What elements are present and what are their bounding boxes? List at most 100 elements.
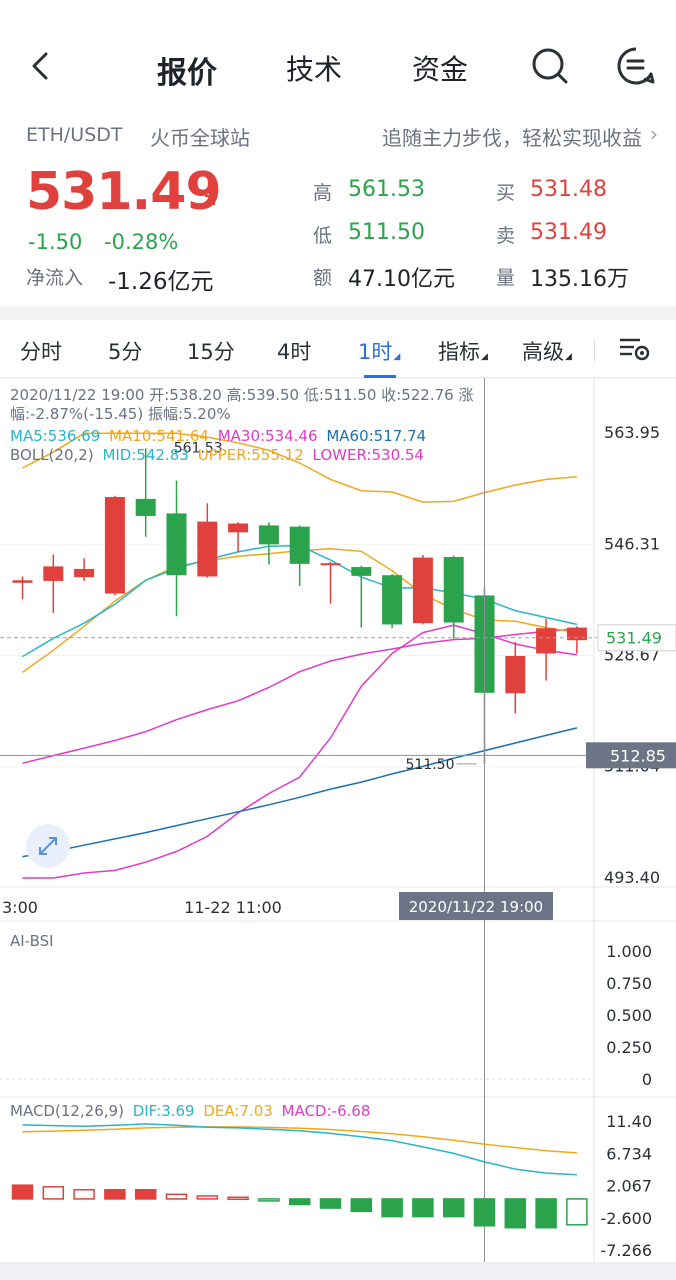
macd-histogram-bar (196, 1195, 219, 1200)
ai-bsi-axis-label: 0.250 (606, 1038, 652, 1057)
price-axis-label: 493.40 (604, 868, 660, 887)
boll-lower-label: LOWER:530.54 (312, 446, 424, 464)
time-axis-label: 3:00 (2, 898, 38, 917)
candle-up (12, 580, 33, 583)
search-icon[interactable] (530, 46, 570, 86)
netflow-value: -1.26亿元 (108, 269, 214, 295)
amount-value: 47.10亿元 (348, 267, 455, 292)
price-axis-label: 546.31 (604, 534, 660, 553)
ma60-line (22, 727, 578, 858)
menu-list-icon[interactable] (616, 46, 656, 86)
crosshair-time-tag (399, 892, 553, 920)
pair-symbol: ETH/USDT (26, 124, 123, 146)
ma5-label: MA5:536.69 (10, 427, 101, 445)
dif-label: DIF:3.69 (132, 1102, 195, 1120)
last-price: 531.49 (26, 162, 222, 222)
candle-up (320, 563, 341, 566)
min-price-label: 511.50 (406, 757, 455, 773)
candle-down (443, 556, 464, 623)
volume-label: 量 (496, 267, 516, 289)
candle-up (197, 521, 218, 577)
dea-line (22, 1126, 577, 1154)
candle-down (258, 525, 279, 545)
change-abs: -1.50 (28, 230, 83, 254)
tab-funds[interactable]: 资金 (412, 53, 469, 86)
ai-bsi-label: AI-BSI (10, 932, 54, 950)
tab-technical[interactable]: 技术 (286, 53, 343, 86)
candle-up (104, 497, 125, 594)
dropdown-triangle-icon: ◢ (481, 352, 488, 362)
macd-histogram-bar (165, 1193, 188, 1200)
macd-title: MACD(12,26,9) (10, 1102, 124, 1120)
buy-label: 买 (496, 182, 516, 204)
section-divider (0, 306, 676, 320)
boll-mid-label: MID:542.83 (102, 446, 189, 464)
back-arrow-icon[interactable] (24, 46, 60, 86)
promo-link[interactable]: 追随主力步伐，轻松实现收益 (382, 126, 642, 150)
indicator-menu[interactable]: 指标◢ (438, 336, 488, 366)
dea-label: DEA:7.03 (203, 1102, 273, 1120)
boll-label: BOLL(20,2) (10, 446, 94, 464)
ai-bsi-axis-label: 0.500 (606, 1006, 652, 1025)
boll-upper-label: UPPER:555.12 (197, 446, 304, 464)
interval-1h[interactable]: 1时◢ (358, 336, 400, 366)
crosshair-price-text: 512.85 (610, 746, 666, 765)
netflow-label: 净流入 (26, 267, 84, 289)
ai-bsi-axis-label: 0 (642, 1070, 652, 1089)
ohlc-info: 2020/11/22 19:00 开:538.20 高:539.50 低:511… (10, 386, 474, 423)
sell-label: 卖 (496, 225, 516, 247)
exchange-name: 火币全球站 (150, 126, 250, 150)
chart-settings-icon[interactable] (618, 336, 652, 362)
interval-1h-label: 1时 (358, 340, 393, 364)
macd-histogram-bar (566, 1198, 588, 1226)
macd-histogram-bar (473, 1198, 496, 1227)
macd-axis-label: 2.067 (606, 1177, 652, 1196)
high-value: 561.53 (348, 177, 425, 202)
interval-timeshare[interactable]: 分时 (20, 340, 62, 364)
macd-histogram-bar (381, 1198, 403, 1218)
interval-4h[interactable]: 4时 (277, 340, 312, 364)
ma10-label: MA10:541.64 (109, 427, 209, 445)
candle-up (505, 655, 526, 694)
candle-down (351, 567, 372, 576)
macd-histogram-bar (11, 1184, 34, 1200)
macd-histogram-bar (350, 1198, 373, 1213)
macd-axis-label: -2.600 (600, 1209, 652, 1228)
last-price-tag (597, 624, 676, 652)
ai-bsi-axis-label: 1.000 (606, 942, 652, 961)
macd-histogram-bar (73, 1189, 95, 1200)
crosshair-price-tag (586, 742, 676, 769)
advanced-menu-label: 高级 (522, 340, 564, 364)
macd-histogram-bar (104, 1189, 126, 1200)
price-axis-label: 563.95 (604, 423, 660, 442)
bottom-toolbar (0, 1262, 676, 1280)
top-nav: 报价 技术 资金 (0, 0, 676, 120)
crosshair-time-text: 2020/11/22 19:00 (409, 898, 543, 916)
interval-5m[interactable]: 5分 (108, 340, 143, 364)
volume-value: 135.16万 (530, 267, 629, 292)
advanced-menu[interactable]: 高级◢ (522, 336, 572, 366)
macd-histogram-bar (288, 1198, 311, 1206)
macd-histogram-bar (42, 1186, 65, 1200)
macd-histogram-bar (442, 1198, 465, 1218)
interval-divider (594, 338, 595, 362)
tab-quote[interactable]: 报价 (157, 56, 217, 91)
kline-chart[interactable]: 563.95546.31528.67511.04493.40561.53511.… (0, 378, 676, 1280)
expand-icon (39, 837, 57, 855)
chevron-right-icon[interactable]: › (650, 122, 658, 146)
interval-15m[interactable]: 15分 (187, 340, 235, 364)
candle-up (412, 557, 433, 624)
macd-histogram-bar (535, 1198, 557, 1229)
time-axis-label: 11-22 11:00 (184, 898, 282, 917)
macd-histogram-bar (134, 1189, 157, 1200)
candle-down (135, 498, 156, 516)
last-price-tag-text: 531.49 (606, 629, 662, 648)
dropdown-triangle-icon: ◢ (565, 352, 572, 362)
macd-histogram-bar (227, 1196, 249, 1201)
boll-legend: BOLL(20,2) MID:542.83 UPPER:555.12 LOWER… (10, 446, 428, 464)
low-label: 低 (313, 225, 333, 247)
macd-axis-label: 11.40 (606, 1112, 652, 1131)
candle-down (382, 575, 403, 625)
buy-value: 531.48 (530, 177, 607, 202)
candle-down (289, 526, 310, 564)
